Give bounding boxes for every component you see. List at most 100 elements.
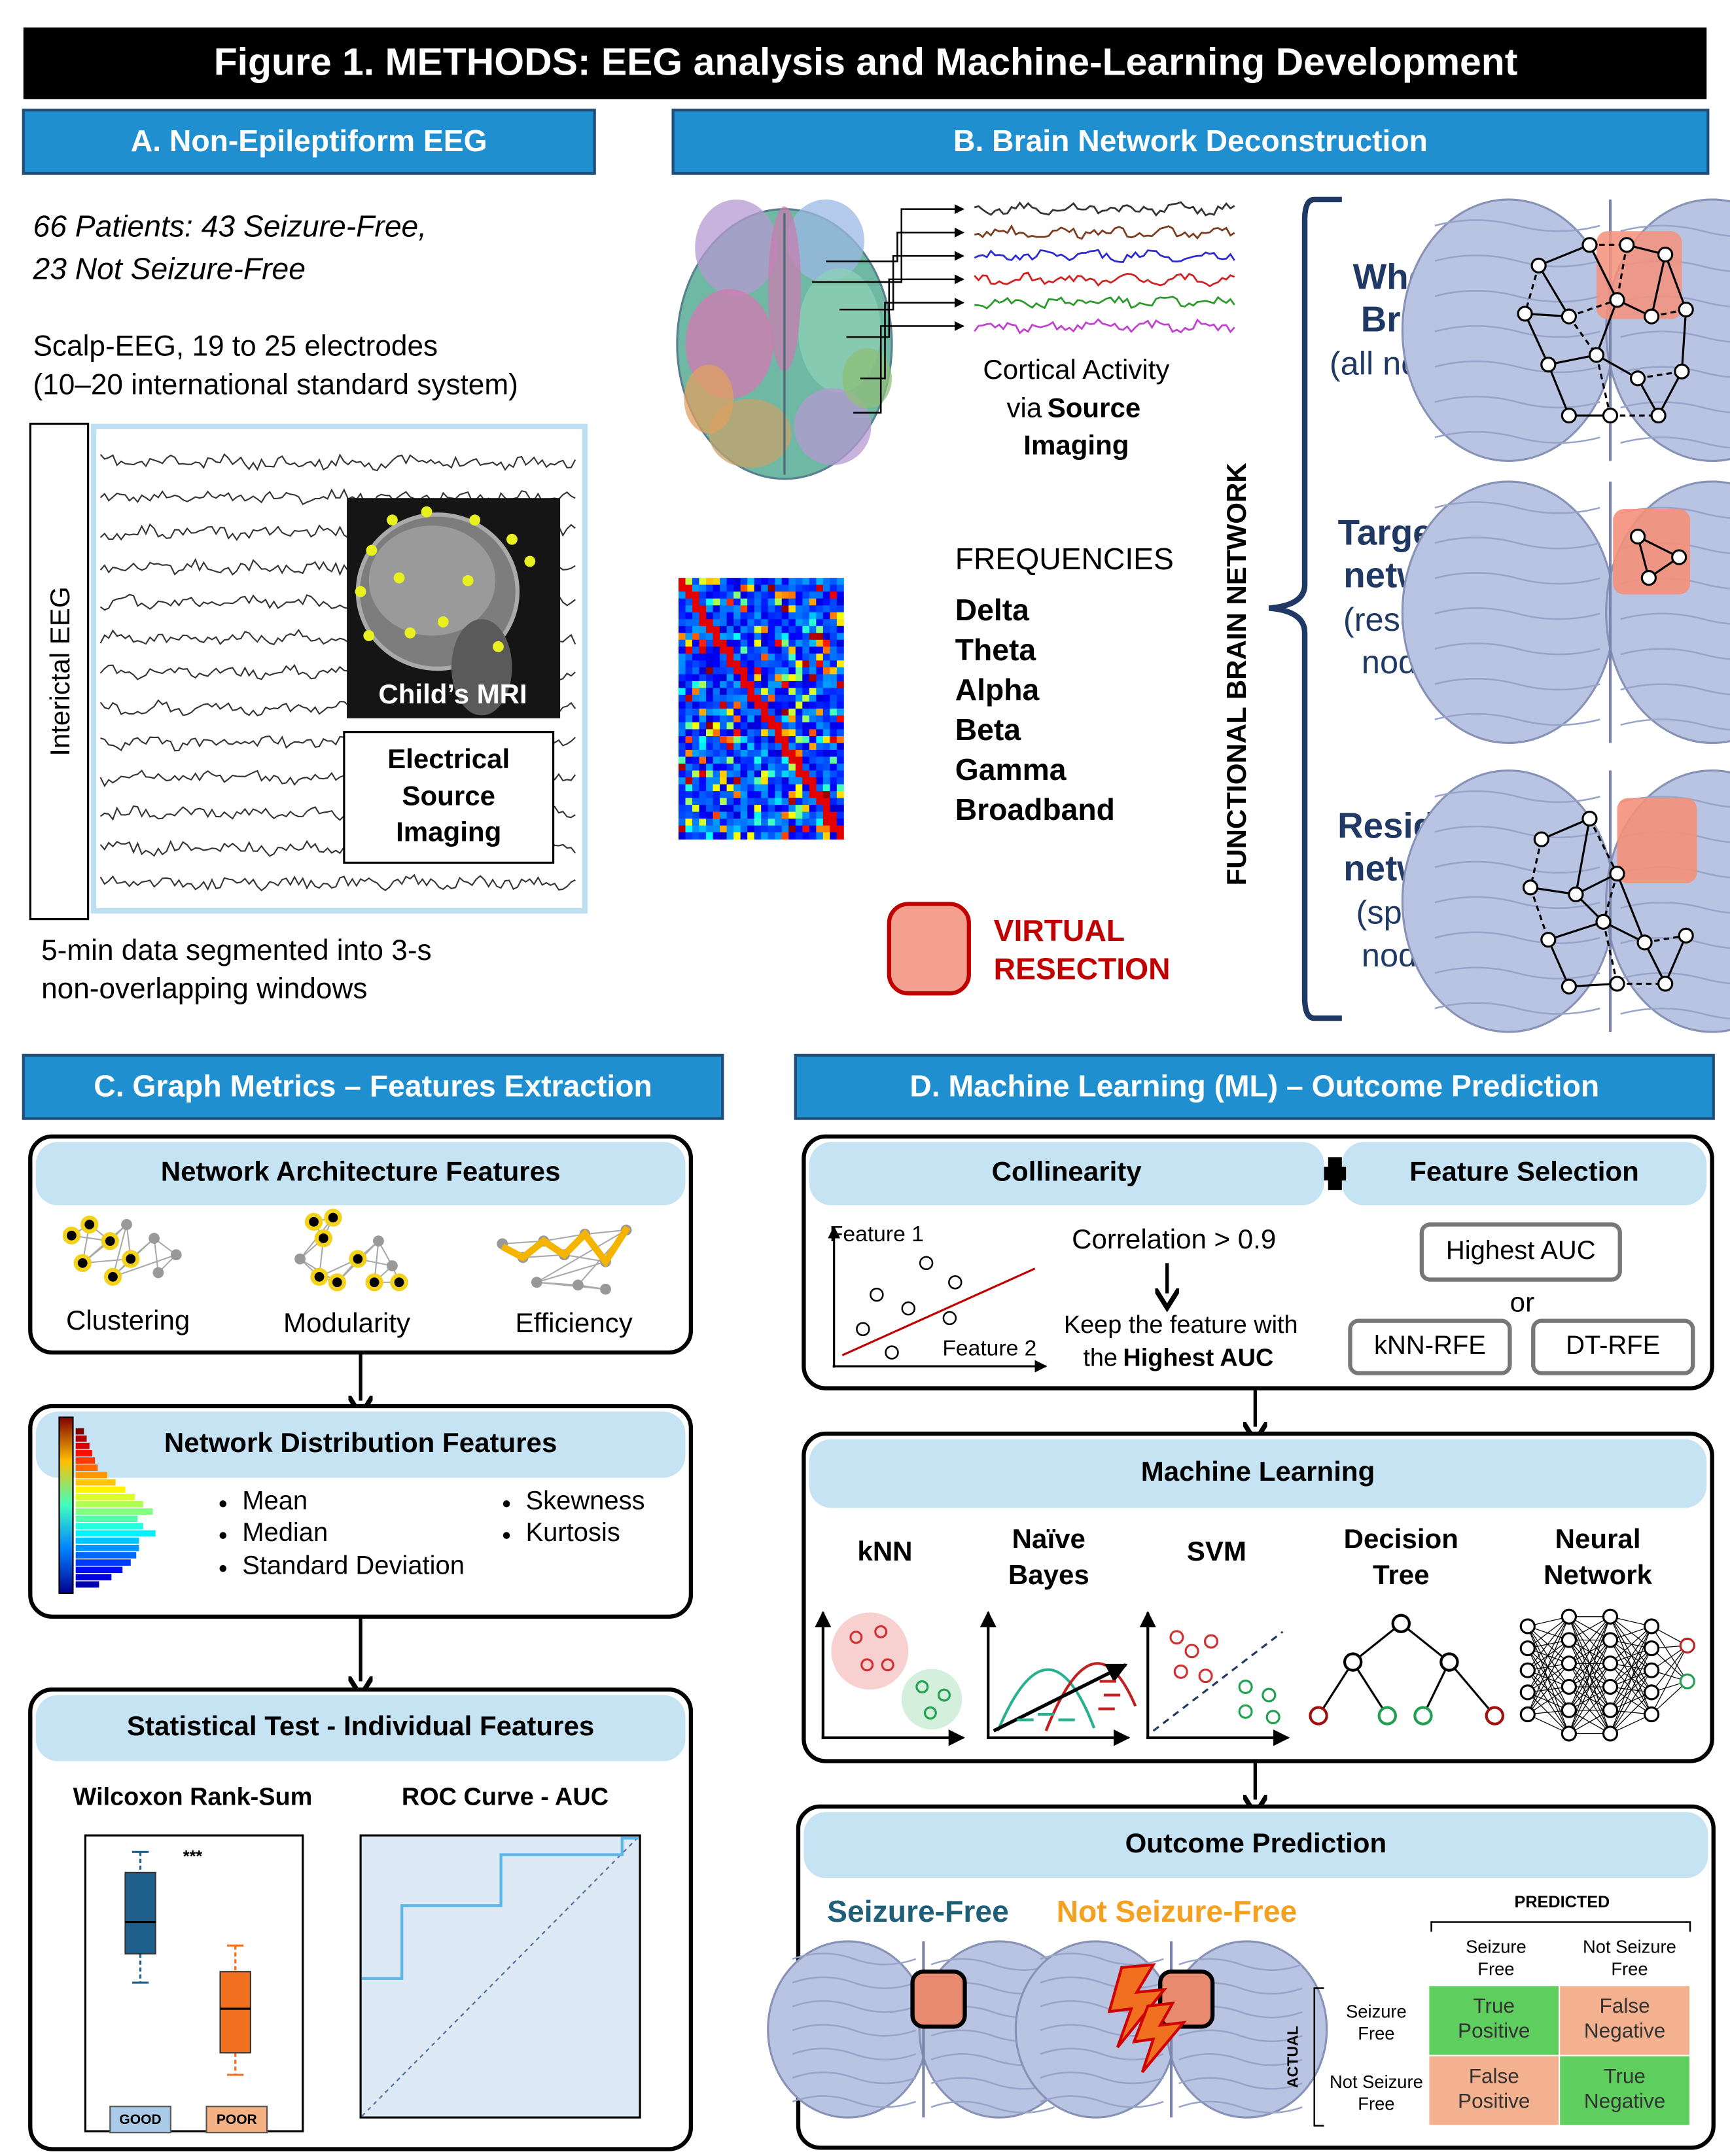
connectivity-cell: [822, 770, 830, 778]
connectivity-cell: [816, 819, 824, 826]
histogram-bar: [75, 1464, 98, 1472]
section-header: [803, 1812, 1708, 1879]
connectivity-cell: [733, 770, 741, 778]
connectivity-cell: [678, 592, 686, 599]
boxplot-frame: [84, 1834, 304, 2132]
connectivity-cell: [740, 639, 748, 647]
connectivity-cell: [761, 708, 769, 716]
network-edge: [1541, 817, 1591, 841]
connectivity-cell: [740, 811, 748, 819]
patients: 66 Patients: 43 Seizure-Free,: [33, 209, 427, 243]
connectivity-cell: [720, 798, 728, 805]
connectivity-cell: [802, 722, 810, 730]
connectivity-cell: [706, 633, 713, 641]
connectivity-cell: [692, 825, 699, 833]
connectivity-cell: [699, 708, 707, 716]
connectivity-cell: [822, 791, 830, 799]
connectivity-cell: [699, 688, 707, 696]
connectivity-cell: [836, 798, 844, 805]
connectivity-cell: [699, 660, 707, 668]
connectivity-cell: [802, 688, 810, 696]
connectivity-cell: [713, 626, 720, 633]
icon-node: [373, 1235, 384, 1247]
gyrus: [1620, 366, 1730, 378]
connectivity-cell: [740, 729, 748, 737]
connectivity-cell: [685, 680, 693, 688]
connectivity-cell: [816, 605, 824, 613]
nn-node: [1602, 1655, 1619, 1672]
connectivity-cell: [726, 612, 734, 620]
connectivity-cell: [706, 722, 713, 730]
connectivity-cell: [809, 777, 817, 785]
connectivity-cell: [747, 729, 755, 737]
connectivity-cell: [768, 819, 775, 826]
connectivity-cell: [720, 832, 728, 840]
connectivity-cell: [788, 633, 796, 641]
network-node: [1629, 528, 1646, 545]
connectivity-cell: [802, 749, 810, 757]
connectivity-cell: [768, 639, 775, 647]
connectivity-cell: [720, 777, 728, 785]
connectivity-cell: [706, 592, 713, 599]
tree-edge: [1400, 1623, 1450, 1663]
connectivity-cell: [733, 708, 741, 716]
connectivity-cell: [699, 784, 707, 792]
connectivity-cell: [678, 735, 686, 743]
connectivity-cell: [685, 660, 693, 668]
connectivity-cell: [822, 626, 830, 633]
connectivity-cell: [795, 722, 803, 730]
connectivity-cell: [692, 743, 699, 751]
icon-node: [149, 1233, 160, 1244]
connectivity-cell: [740, 701, 748, 709]
nn-edge: [1527, 1616, 1570, 1693]
connectivity-cell: [706, 770, 713, 778]
connectivity-cell: [678, 729, 686, 737]
gyrus: [1434, 255, 1600, 268]
connectivity-cell: [830, 639, 838, 647]
connectivity-cell: [830, 708, 838, 716]
connectivity-cell: [809, 578, 817, 586]
nn-node: [1602, 1632, 1619, 1648]
connectivity-cell: [802, 708, 810, 716]
network-edge: [1538, 243, 1591, 267]
matrix-row: Free: [1358, 2023, 1394, 2043]
connectivity-cell: [775, 756, 783, 764]
connectivity-cell: [809, 708, 817, 716]
connectivity-cell: [788, 578, 796, 586]
source-connector: [853, 321, 964, 414]
connectivity-cell: [720, 660, 728, 668]
connectivity-cell: [720, 674, 728, 682]
network-edge: [1602, 873, 1619, 923]
connectivity-cell: [830, 688, 838, 696]
connectivity-cell: [733, 819, 741, 826]
connectivity-cell: [761, 619, 769, 627]
nn-node: [1602, 1725, 1619, 1742]
gyrus: [1434, 677, 1600, 691]
connectivity-cell: [740, 626, 748, 633]
connectivity-cell: [726, 756, 734, 764]
connectivity-cell: [816, 735, 824, 743]
connectivity-cell: [809, 584, 817, 592]
connectivity-cell: [706, 626, 713, 633]
gyrus: [1178, 1958, 1303, 1971]
connectivity-cell: [830, 674, 838, 682]
connectivity-cell: [781, 688, 789, 696]
connectivity-cell: [809, 674, 817, 682]
source-connector: [846, 274, 964, 338]
connectivity-cell: [809, 805, 817, 813]
connectivity-cell: [713, 708, 720, 716]
connectivity-cell: [685, 729, 693, 737]
histogram-bar: [75, 1501, 143, 1508]
nn-edge: [1568, 1686, 1611, 1734]
panel-heading-bar: [22, 109, 596, 175]
nn-edge: [1527, 1626, 1570, 1688]
lightning: [1131, 2002, 1187, 2074]
distribution-stat: Standard Deviation: [242, 1551, 465, 1580]
nn-edge: [1610, 1616, 1652, 1693]
cortical-label: Source: [1048, 393, 1141, 423]
connectivity-cell: [761, 688, 769, 696]
figure-title: Figure 1. METHODS: EEG analysis and Mach…: [214, 41, 1518, 83]
tree-edge: [1352, 1661, 1388, 1716]
connectivity-cell: [781, 819, 789, 826]
connectivity-cell: [775, 811, 783, 819]
